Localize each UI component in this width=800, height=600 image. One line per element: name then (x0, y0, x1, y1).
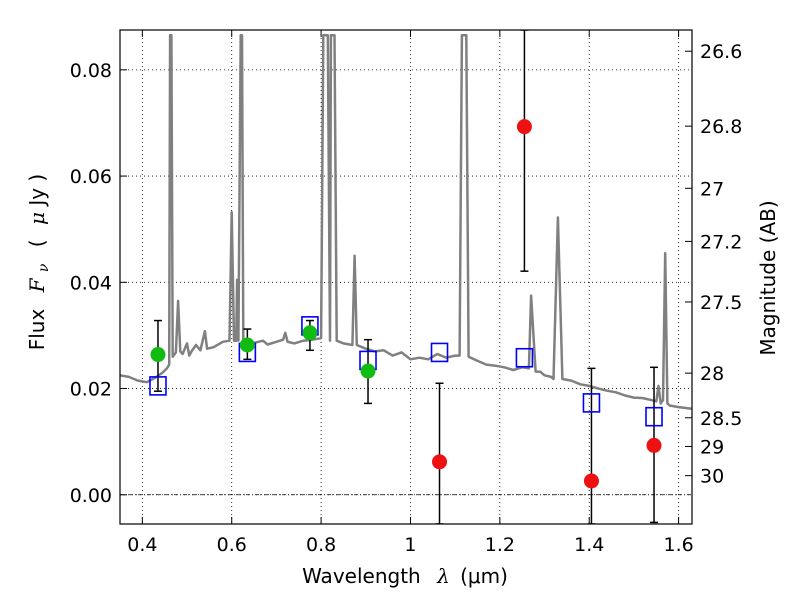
x-axis-label: Wavelength λ (μm) (302, 564, 508, 588)
model-flux-square (582, 393, 601, 413)
x-tick-label: 1 (404, 534, 416, 556)
x-tick-label: 1.6 (663, 534, 693, 556)
y2-tick-label: 27 (700, 178, 724, 200)
model-flux-square (645, 406, 663, 427)
y2-tick-label: 27.2 (700, 231, 742, 253)
detection-point (239, 337, 255, 353)
y2-tick-label: 28.5 (700, 408, 742, 430)
y2-tick-label: 27.5 (700, 292, 742, 314)
detection-point (150, 347, 166, 363)
y-axis-label-text: Flux (25, 309, 49, 351)
plot-area (120, 30, 692, 524)
model-flux-square (149, 376, 167, 396)
x-tick-label: 1.4 (574, 534, 604, 556)
y-axis-label-unit-rest: Jy ) (25, 174, 49, 208)
y-axis-label-subscript: ν (36, 263, 52, 272)
y2-tick-label: 29 (700, 436, 724, 458)
y-tick-label: 0.04 (70, 272, 112, 294)
x-tick-label: 0.4 (127, 534, 157, 556)
y2-axis-label: Magnitude (AB) (756, 200, 780, 355)
y-axis-label-symbol: F (25, 277, 49, 293)
plot-frame (119, 29, 693, 525)
x-tick-label: 0.6 (217, 534, 247, 556)
sed-line (120, 34, 692, 410)
x-axis-label-symbol: λ (436, 564, 450, 588)
y-axis-label-unit-open: ( (25, 239, 49, 247)
model-flux-square (430, 342, 449, 363)
y2-tick-label: 26.6 (700, 41, 742, 63)
x-tick-label: 1.2 (485, 534, 515, 556)
y-tick-label: 0.02 (70, 379, 112, 401)
sed-spectrum (120, 34, 692, 410)
y-tick-label: 0.00 (70, 485, 112, 507)
axis-ticks: 0.4 0.6 0.8 1 1.2 1.4 1.6 0.00 0.02 0.04 0.06 0.08 2… (70, 30, 742, 556)
model-flux-square (515, 347, 534, 368)
non-detection-point (432, 454, 448, 470)
y-tick-label: 0.06 (70, 166, 112, 188)
measured-flux-markers (150, 119, 662, 489)
detection-point (360, 363, 376, 379)
non-detection-point (646, 437, 662, 453)
y-tick-label: 0.08 (70, 60, 112, 82)
detection-point (302, 325, 318, 341)
y2-tick-label: 26.8 (700, 116, 742, 138)
non-detection-point (583, 473, 599, 489)
y-axis-label: Flux F ν ( μ Jy ) (25, 174, 53, 351)
y2-tick-label: 28 (700, 363, 724, 385)
x-axis-label-text: Wavelength (302, 564, 421, 588)
y-axis-label-unit-mu: μ (25, 212, 49, 225)
non-detection-point (516, 119, 532, 135)
x-axis-label-unit: (μm) (460, 564, 508, 588)
x-tick-label: 0.8 (306, 534, 336, 556)
y2-tick-label: 30 (700, 466, 724, 488)
